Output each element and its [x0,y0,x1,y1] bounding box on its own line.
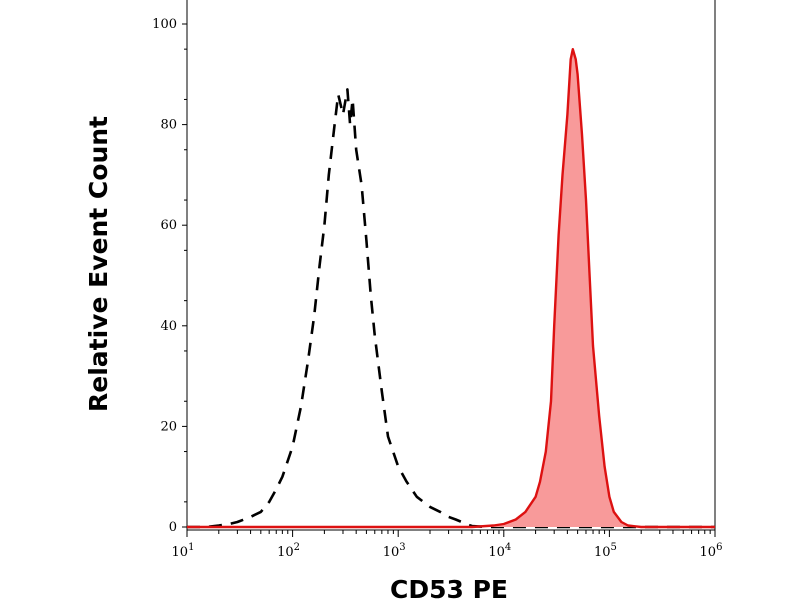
x-axis-title: CD53 PE [390,575,508,600]
x-tick-label: 101 [172,542,195,560]
series-0-line [187,88,715,529]
y-axis-ticks: 0 20 40 60 80 100 [152,17,187,535]
y-tick-label: 20 [160,419,177,434]
y-tick-label: 60 [160,218,177,233]
x-tick-label: 102 [277,542,300,560]
y-tick-label: 40 [160,319,177,334]
y-tick-label: 0 [169,520,177,535]
x-tick-label: 105 [594,542,617,560]
series-1-area [187,49,715,527]
x-axis-ticks: 101 102 103 104 105 106 [172,530,723,560]
x-tick-label: 106 [700,542,723,560]
y-tick-label: 100 [152,17,177,32]
series-1-line [187,48,715,529]
plot-frame [186,0,716,531]
series-layer [187,48,715,529]
x-tick-label: 104 [488,542,511,560]
y-axis-title: Relative Event Count [84,116,113,412]
x-tick-label: 103 [383,542,406,560]
y-tick-label: 80 [160,118,177,133]
